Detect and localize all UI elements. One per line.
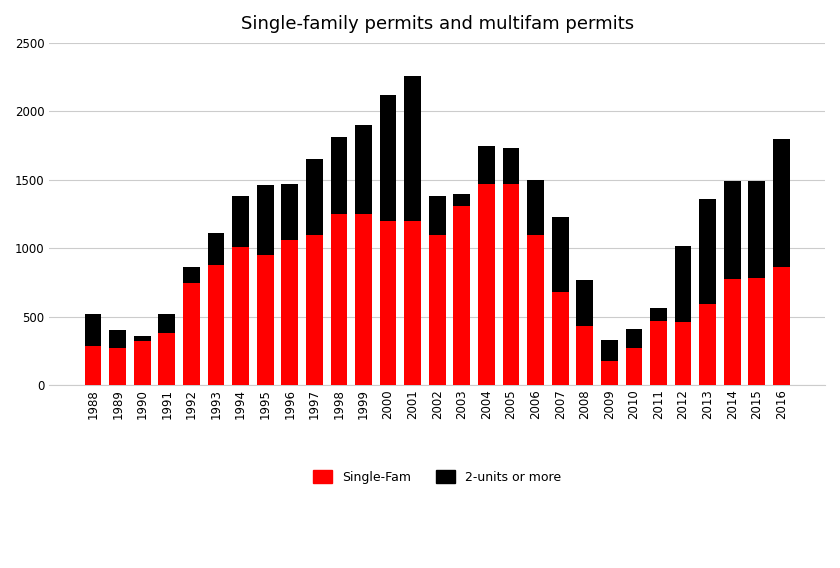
Bar	[232, 197, 249, 247]
Bar	[552, 217, 569, 292]
Bar	[331, 214, 347, 385]
Bar	[601, 340, 617, 361]
Bar	[183, 268, 200, 282]
Bar	[675, 322, 691, 385]
Bar	[355, 125, 372, 214]
Bar	[404, 76, 421, 221]
Bar	[159, 333, 176, 385]
Bar	[478, 184, 495, 385]
Bar	[528, 180, 544, 235]
Bar	[601, 361, 617, 385]
Bar	[502, 184, 519, 385]
Bar	[207, 233, 224, 265]
Bar	[85, 314, 102, 345]
Bar	[502, 148, 519, 184]
Bar	[626, 329, 643, 348]
Legend: Single-Fam, 2-units or more: Single-Fam, 2-units or more	[308, 465, 566, 488]
Bar	[257, 255, 274, 385]
Bar	[429, 197, 445, 235]
Bar	[650, 321, 667, 385]
Bar	[724, 279, 741, 385]
Bar	[85, 345, 102, 385]
Bar	[454, 206, 470, 385]
Bar	[699, 304, 716, 385]
Bar	[773, 139, 790, 267]
Bar	[159, 314, 176, 333]
Bar	[748, 181, 765, 278]
Bar	[134, 341, 150, 385]
Bar	[207, 265, 224, 385]
Bar	[109, 348, 126, 385]
Bar	[281, 184, 298, 240]
Bar	[306, 159, 323, 235]
Bar	[478, 145, 495, 184]
Bar	[380, 95, 396, 221]
Bar	[454, 194, 470, 206]
Bar	[528, 235, 544, 385]
Bar	[552, 292, 569, 385]
Bar	[699, 199, 716, 304]
Bar	[257, 185, 274, 255]
Bar	[134, 336, 150, 341]
Bar	[232, 247, 249, 385]
Bar	[429, 235, 445, 385]
Bar	[109, 331, 126, 348]
Bar	[404, 221, 421, 385]
Bar	[355, 214, 372, 385]
Bar	[306, 235, 323, 385]
Bar	[281, 240, 298, 385]
Bar	[724, 181, 741, 279]
Title: Single-family permits and multifam permits: Single-family permits and multifam permi…	[241, 15, 634, 33]
Bar	[675, 245, 691, 322]
Bar	[576, 280, 593, 327]
Bar	[331, 137, 347, 214]
Bar	[380, 221, 396, 385]
Bar	[773, 267, 790, 385]
Bar	[576, 327, 593, 385]
Bar	[650, 308, 667, 321]
Bar	[626, 348, 643, 385]
Bar	[748, 278, 765, 385]
Bar	[183, 282, 200, 385]
